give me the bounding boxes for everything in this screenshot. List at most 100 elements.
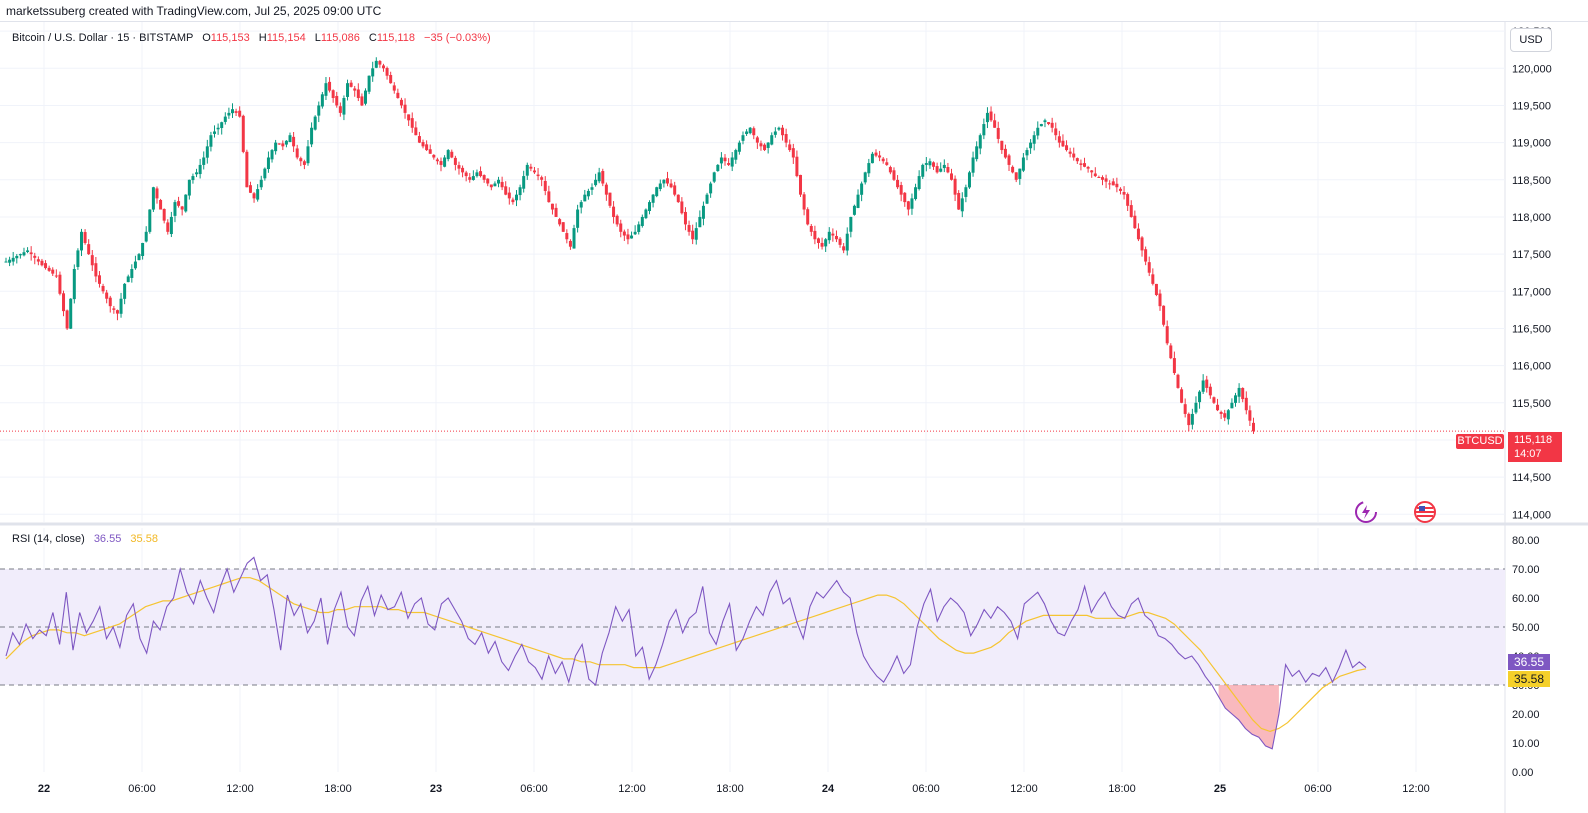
price-tick-label: 118,000 [1512,212,1551,224]
candle-body [996,127,1000,139]
candle-body [1219,411,1223,414]
candle-body [1194,402,1198,413]
candle-body [87,244,91,255]
candle-body [957,192,961,210]
candle-body [568,240,572,247]
candle-body [899,185,903,195]
time-tick-label: 06:00 [520,783,548,795]
candle-body [1190,413,1194,425]
candle-body [1097,176,1101,178]
candle-body [547,191,551,203]
candle-body [662,179,666,184]
symbol-title[interactable]: Bitcoin / U.S. Dollar · 15 · BITSTAMP [12,32,194,44]
candle-body [90,255,94,266]
time-tick-label: 24 [822,783,835,795]
candle-body [166,222,170,232]
candle-body [180,206,184,210]
candle-body [8,259,12,263]
candle-body [381,65,385,69]
rsi-tick-label: 20.00 [1512,709,1540,721]
candle-body [1201,380,1205,392]
candle-body [1248,410,1252,421]
candle-body [554,207,558,217]
candle-body [320,94,324,107]
candle-body [985,112,989,123]
candle-body [1003,148,1007,158]
candle-body [849,216,853,232]
candle-body [1018,168,1022,179]
candle-body [54,275,58,277]
candle-body [518,187,522,196]
candle-body [896,179,900,188]
candle-body [583,194,587,202]
candle-body [482,175,486,180]
candle-body [364,90,368,104]
candle-body [665,178,669,184]
candle-body [407,114,411,121]
candle-body [644,209,648,219]
candle-body [1136,228,1140,240]
candle-body [1205,379,1209,388]
candle-body [878,155,882,158]
high-label: H [258,32,267,44]
candle-body [371,68,375,77]
candle-body [759,143,763,147]
candle-body [295,148,299,158]
candle-body [1122,192,1126,195]
candle-body [975,146,979,160]
candle-body [79,231,83,251]
candle-body [748,127,752,134]
time-tick-label: 18:00 [716,783,744,795]
rsi-tick-label: 0.00 [1512,767,1533,779]
candle-body [414,127,418,136]
candle-body [310,127,314,145]
rsi-tick-label: 50.00 [1512,622,1540,634]
candle-body [58,274,62,294]
candle-body [763,144,767,151]
last-price-value: 115,118 [1514,434,1553,446]
price-tick-label: 117,500 [1512,249,1551,261]
candle-body [227,112,231,116]
candle-body [939,168,943,172]
candle-body [892,170,896,180]
candle-body [155,188,159,199]
candle-body [910,198,914,209]
candle-body [619,223,623,232]
candle-body [863,172,867,183]
candle-body [213,131,217,134]
candle-body [1108,183,1112,185]
currency-button[interactable]: USD [1510,28,1552,52]
candle-body [22,252,26,256]
rsi-legend[interactable]: RSI (14, close) 36.55 35.58 [12,533,158,545]
candle-body [230,109,234,114]
rsi-title[interactable]: RSI (14, close) [12,533,85,545]
us-flag-event-icon[interactable] [1413,500,1437,524]
candle-body [209,135,213,147]
candle-body [1043,120,1047,123]
rsi-ma-value: 35.58 [130,533,158,545]
candle-body [159,199,163,210]
candle-body [1079,163,1083,165]
candle-body [1140,237,1144,251]
lightning-event-icon[interactable] [1354,500,1378,524]
candle-body [108,297,112,307]
candle-body [809,225,813,232]
credit-text: marketssuberg created with TradingView.c… [6,4,382,18]
candle-body [392,85,396,91]
candle-body [403,104,407,113]
candle-body [766,142,770,148]
high-value: 115,154 [266,32,306,44]
candle-body [1165,326,1169,344]
candle-body [1014,172,1018,180]
candle-body [1007,155,1011,165]
candle-body [648,202,652,212]
candle-body [1237,387,1241,397]
candle-body [978,135,982,149]
price-legend[interactable]: Bitcoin / U.S. Dollar · 15 · BITSTAMP O1… [12,32,491,44]
low-label: L [314,32,321,44]
candle-body [435,159,439,162]
candle-body [1180,389,1184,403]
candle-body [942,164,946,169]
